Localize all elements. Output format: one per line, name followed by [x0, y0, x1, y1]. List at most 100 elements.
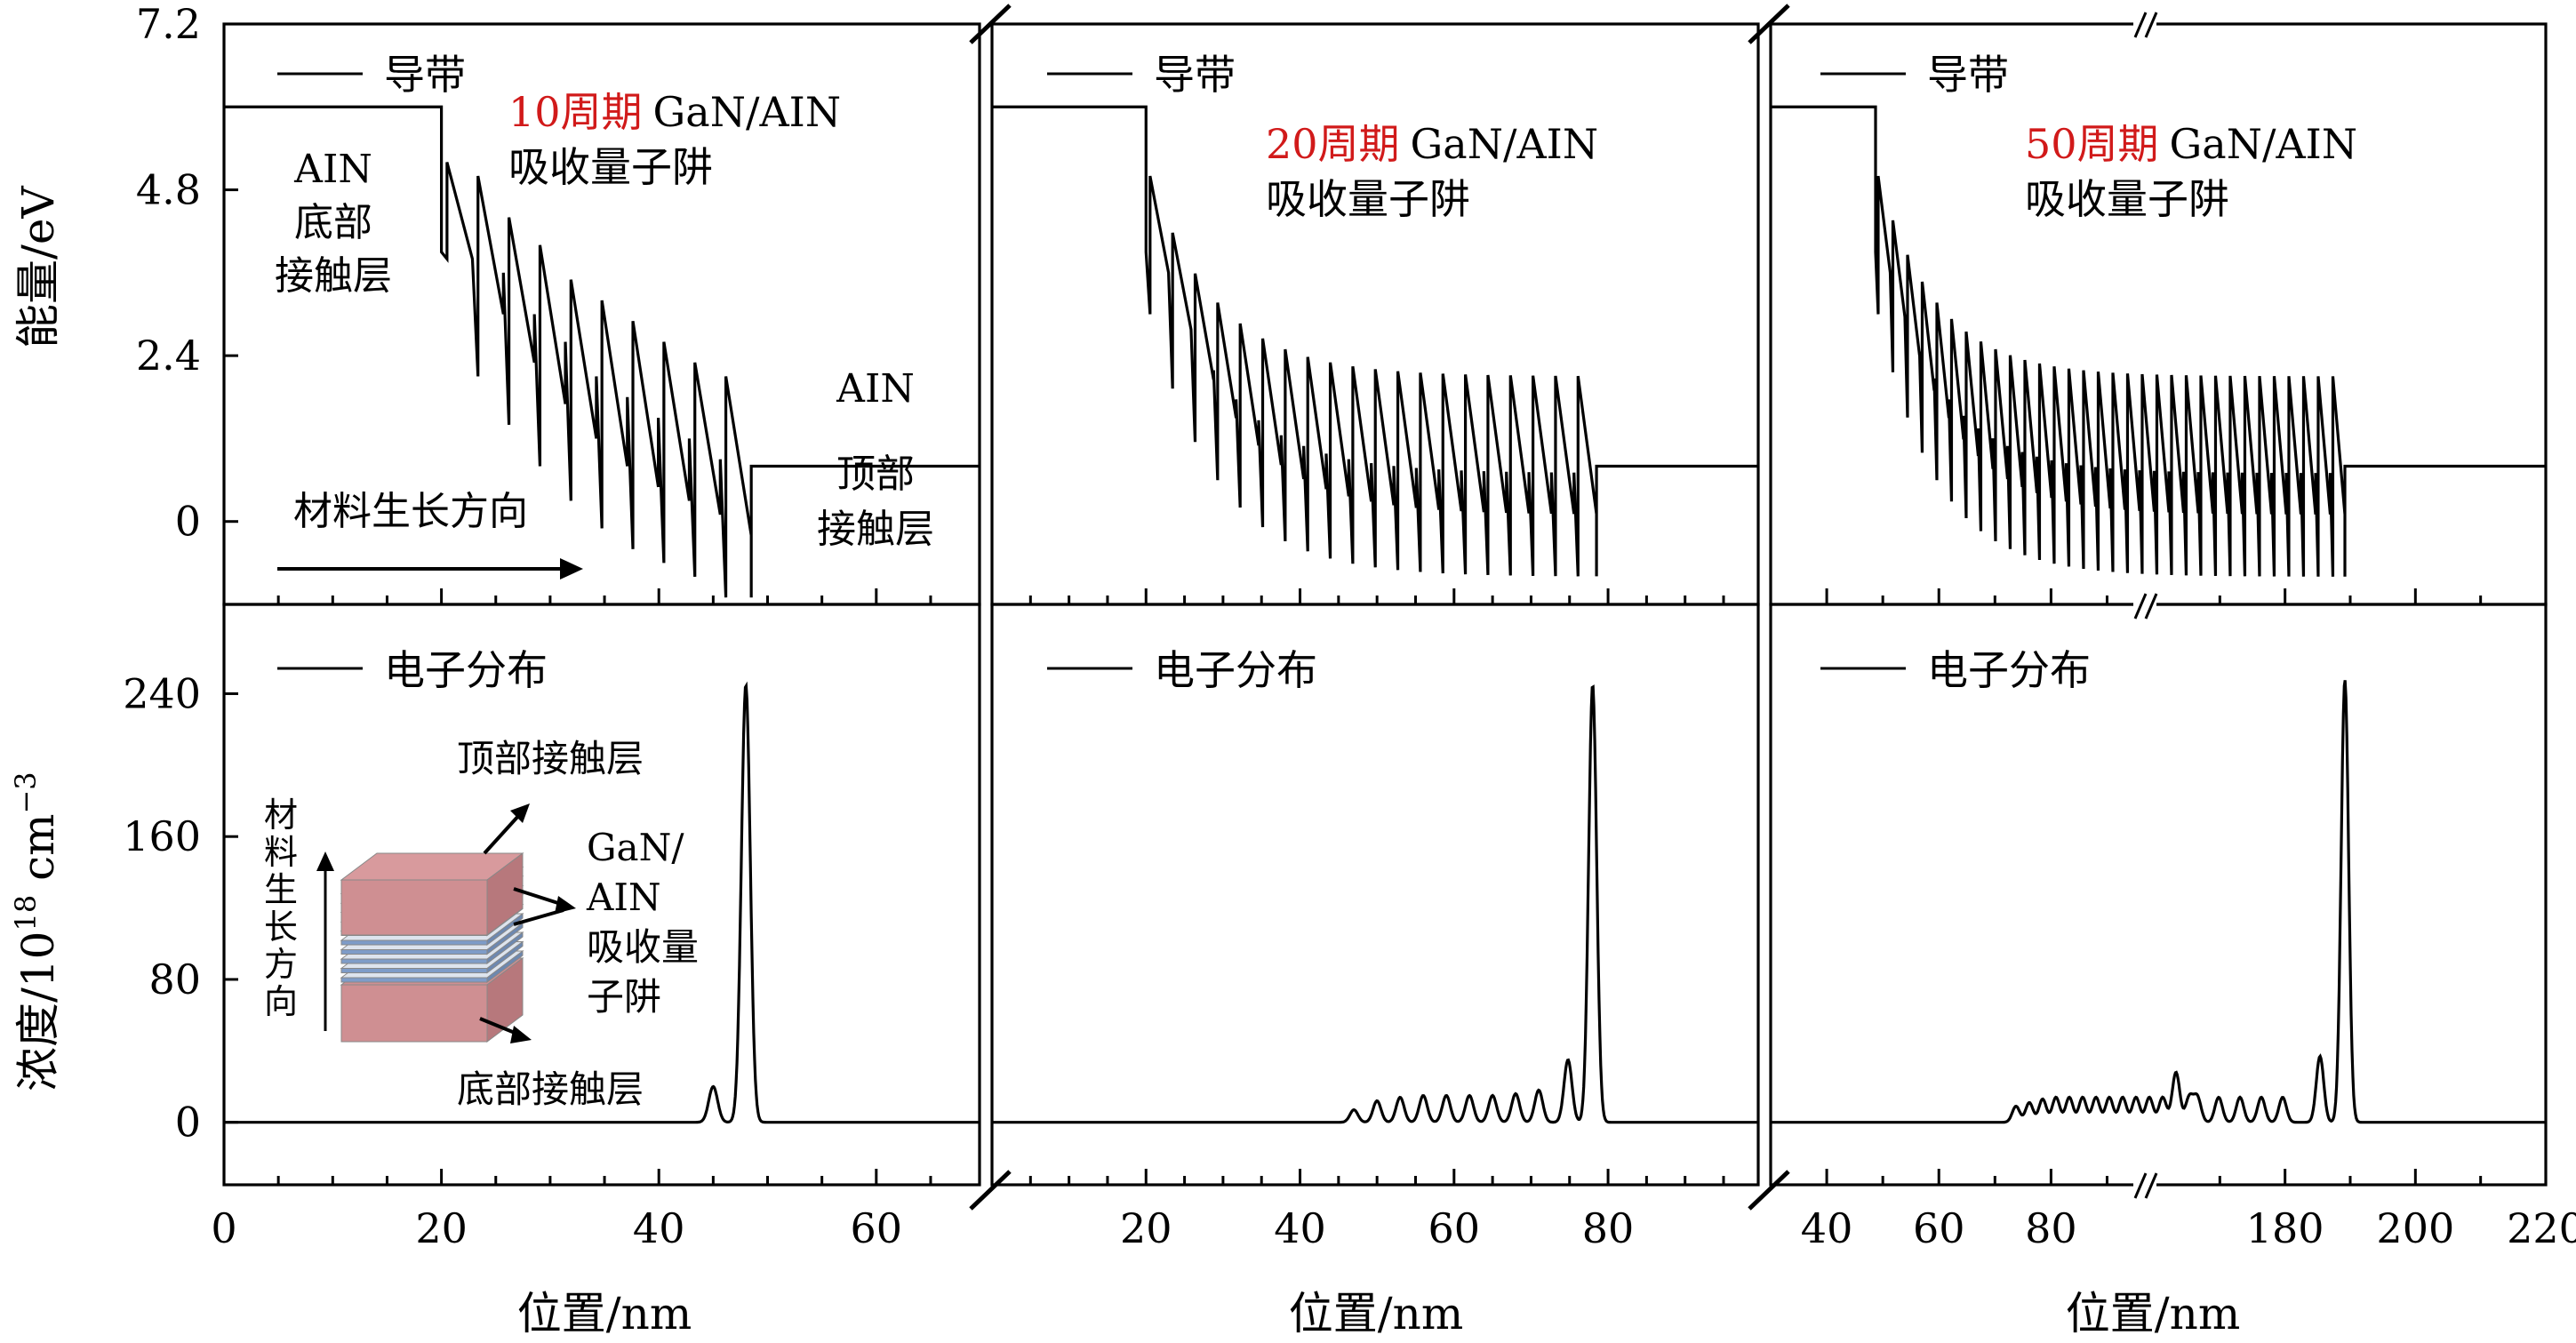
- xtick-label: 60: [1428, 1204, 1481, 1252]
- svg-text:AIN: AIN: [293, 147, 372, 192]
- well-layer-side: [486, 950, 524, 983]
- electron-curve-p2: [992, 684, 1758, 1124]
- curves: [224, 105, 2546, 1124]
- ytick-label-energy: 0: [175, 498, 201, 546]
- xtick-label: 80: [1582, 1204, 1635, 1252]
- legend-p2-bottom: 电子分布: [1047, 646, 1317, 694]
- arrow-right-icon: [560, 558, 583, 580]
- inset-top-label: 顶部接触层: [457, 737, 644, 780]
- svg-text:吸收量子阱: 吸收量子阱: [1266, 175, 1470, 223]
- inset-side-text: 材 料 生 长 方 向: [264, 795, 298, 1021]
- inset-bottom-label: 底部接触层: [457, 1067, 644, 1111]
- svg-text:底部: 底部: [294, 200, 372, 245]
- y-axis-label-bottom: 浓度/1018 cm−3: [9, 771, 64, 1091]
- xtick-label: 80: [2025, 1204, 2077, 1252]
- legend-electron-2: 电子分布: [1154, 646, 1317, 694]
- y-label-top-text: 能量/eV: [12, 186, 64, 348]
- svg-text:子阱: 子阱: [587, 975, 661, 1019]
- y-axis-label-top: 能量/eV: [12, 186, 64, 348]
- svg-text:生: 生: [264, 870, 298, 909]
- svg-text:方: 方: [264, 945, 298, 984]
- xtick-label: 40: [1274, 1204, 1326, 1252]
- layer-stack: [340, 852, 524, 1043]
- well-layer-side: [486, 940, 524, 974]
- ytick-label-conc: 80: [148, 955, 201, 1003]
- svg-text:AIN: AIN: [836, 366, 915, 412]
- inset-mid-label: GaN/ AIN 吸收量 子阱: [586, 826, 699, 1019]
- well-layer-side: [486, 931, 524, 964]
- electron-curve-p3: [1771, 680, 2546, 1124]
- inset-stack-illustration: 材 料 生 长 方 向 顶部接触层 底部接触层 GaN/ AIN 吸收量 子阱: [264, 737, 699, 1111]
- arrow-up-right-icon: [510, 803, 530, 823]
- well-layer-face: [340, 968, 488, 973]
- arrow-down-right-icon: [510, 1026, 532, 1043]
- bottom-contact-face: [340, 984, 488, 1043]
- svg-text:向: 向: [264, 982, 298, 1021]
- x-label-3: 位置/nm: [2066, 1288, 2240, 1339]
- x-label-2: 位置/nm: [1289, 1288, 1463, 1339]
- well-layer-face: [340, 939, 488, 946]
- annotation-top-contact: AIN 顶部 接触层: [817, 366, 934, 552]
- svg-text:长: 长: [264, 907, 298, 947]
- axis-break-marks: [969, 4, 2158, 1211]
- panel-3-bottom-frame: [1769, 603, 2548, 1187]
- xtick-label: 180: [2246, 1204, 2324, 1252]
- xtick-label: 20: [415, 1204, 468, 1252]
- legend-band-3: 导带: [1927, 51, 2009, 99]
- legend-p1-bottom: 电子分布: [277, 646, 548, 694]
- well-layer-side: [486, 922, 524, 955]
- legend-p3-top: 导带: [1820, 51, 2009, 99]
- annotation-p3-title: 50周期 GaN/AIN 吸收量子阱: [2025, 120, 2357, 223]
- legend-p3-bottom: 电子分布: [1820, 646, 2091, 694]
- panel-2-bottom-frame: [990, 603, 1760, 1187]
- svg-text:吸收量子阱: 吸收量子阱: [508, 143, 713, 191]
- axis-ticks: 7.2 4.8 2.4 0 240 160 80 0 0 20 40 60 20 40 60 80 40 60 80…: [123, 0, 2576, 1252]
- legend-electron-3: 电子分布: [1927, 646, 2091, 694]
- well-layer-side: [486, 913, 524, 946]
- ytick-label-conc: 160: [123, 812, 201, 860]
- svg-text:料: 料: [264, 833, 298, 872]
- band-curve-p1: [224, 105, 980, 598]
- ytick-label-conc: 240: [123, 669, 201, 717]
- band-curve-p3: [1771, 105, 2546, 577]
- annotation-p2-title: 20周期 GaN/AIN 吸收量子阱: [1266, 120, 1598, 223]
- band-curve-p2: [992, 105, 1758, 577]
- svg-text:顶部: 顶部: [836, 452, 915, 497]
- svg-text:吸收量子阱: 吸收量子阱: [2025, 175, 2229, 223]
- xtick-label: 0: [211, 1204, 236, 1252]
- svg-text:材料生长方向: 材料生长方向: [293, 489, 528, 534]
- ytick-label-energy: 7.2: [136, 0, 201, 48]
- inset-arrows: [479, 803, 576, 1043]
- annotation-bottom-contact: AIN 底部 接触层: [275, 147, 392, 299]
- xtick-label: 20: [1120, 1204, 1172, 1252]
- arrow-right-icon: [555, 896, 576, 914]
- legend-p2-top: 导带: [1047, 51, 1236, 99]
- legend-band-2: 导带: [1154, 51, 1236, 99]
- ytick-label-energy: 4.8: [136, 166, 201, 214]
- annotation-growth-direction: 材料生长方向: [277, 489, 583, 580]
- top-contact-side: [486, 852, 524, 936]
- top-contact-face: [340, 879, 488, 936]
- annotation-p1-title: 10周期 GaN/AIN 吸收量子阱: [508, 88, 841, 191]
- ytick-label-energy: 2.4: [136, 332, 201, 380]
- xtick-label: 40: [1801, 1204, 1853, 1252]
- legend-p1-top: 导带: [277, 51, 466, 99]
- arrow-up-icon: [316, 851, 334, 871]
- well-layer-face: [340, 949, 488, 955]
- well-layer-face: [340, 958, 488, 964]
- svg-text:吸收量: 吸收量: [587, 925, 699, 969]
- xtick-label: 40: [633, 1204, 685, 1252]
- x-label-1: 位置/nm: [517, 1288, 692, 1339]
- svg-text:接触层: 接触层: [817, 507, 934, 552]
- panel-1-bottom-frame: [222, 603, 981, 1187]
- xtick-label: 60: [1913, 1204, 1965, 1252]
- xtick-label: 220: [2507, 1204, 2576, 1252]
- svg-text:接触层: 接触层: [275, 253, 392, 299]
- ytick-label-conc: 0: [175, 1099, 201, 1147]
- electron-curve-p1: [224, 681, 980, 1124]
- svg-text:材: 材: [264, 795, 298, 835]
- svg-text:AIN: AIN: [586, 875, 661, 919]
